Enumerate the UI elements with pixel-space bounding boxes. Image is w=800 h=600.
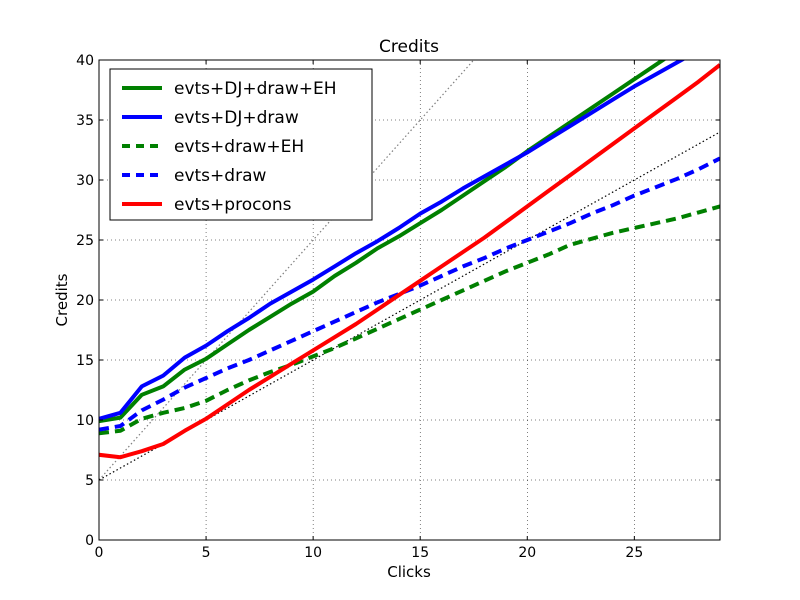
y-tick-label: 10: [76, 413, 94, 429]
y-tick-label: 40: [76, 53, 94, 69]
x-axis-label: Clicks: [387, 563, 431, 581]
y-tick-label: 20: [76, 293, 94, 309]
reference-line: [99, 60, 475, 481]
y-tick-label: 0: [85, 533, 94, 549]
tick-labels: 0 5 10 15 20 25 0 5 10 15 20 25 30 35 40: [76, 53, 643, 561]
legend-label: evts+draw: [174, 166, 266, 186]
y-tick-label: 30: [76, 173, 94, 189]
y-axis-label: Credits: [53, 273, 71, 326]
x-tick-label: 0: [95, 545, 104, 561]
legend-label: evts+draw+EH: [174, 137, 304, 157]
series-line-1: [99, 60, 686, 421]
x-tick-label: 20: [518, 545, 536, 561]
reference-line: [99, 131, 720, 481]
reference-lines: [99, 60, 720, 481]
chart-title: Credits: [379, 37, 439, 57]
x-tick-label: 5: [202, 545, 211, 561]
y-tick-label: 15: [76, 353, 94, 369]
x-tick-label: 15: [411, 545, 429, 561]
legend: evts+DJ+draw+EH evts+DJ+draw evts+draw+EH e…: [109, 68, 373, 221]
legend-label: evts+DJ+draw: [174, 108, 299, 128]
y-tick-label: 25: [76, 233, 94, 249]
legend-label: evts+procons: [174, 195, 292, 215]
axis-ticks: [98, 59, 720, 541]
x-tick-label: 25: [625, 545, 643, 561]
legend-label: evts+DJ+draw+EH: [174, 79, 337, 99]
series-lines: [99, 60, 720, 460]
series-line-0: [99, 60, 667, 424]
y-tick-label: 35: [76, 113, 94, 129]
x-tick-label: 10: [304, 545, 322, 561]
series-line-4: [99, 63, 720, 460]
y-tick-label: 5: [85, 473, 94, 489]
